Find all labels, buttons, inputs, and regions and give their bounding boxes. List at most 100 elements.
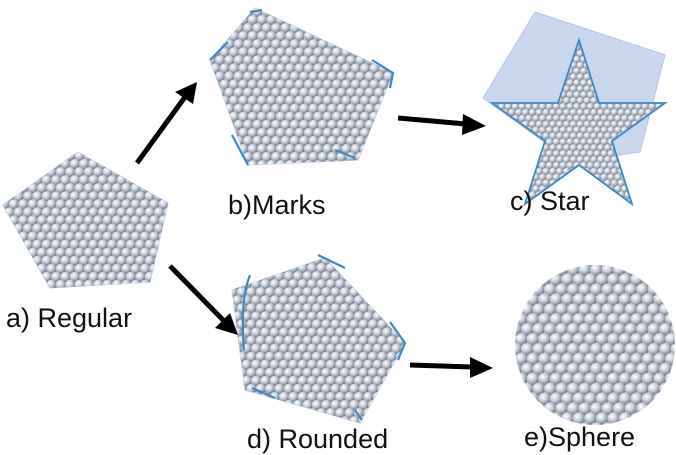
atom [144,223,155,234]
atom [313,63,324,74]
atom [647,362,661,376]
atom [261,23,272,34]
atom [354,247,364,257]
atom [27,215,38,226]
atom [260,408,271,419]
atom [130,247,141,258]
atom [556,120,564,129]
atom [153,207,165,218]
atom [163,271,168,283]
atom [210,87,216,98]
atom [576,97,585,105]
atom [504,173,513,182]
atom [526,273,540,287]
atom [569,132,578,140]
atom [580,79,588,87]
atom [391,408,402,419]
atom [561,333,574,346]
atom [573,67,581,76]
atom [139,199,151,210]
atom [601,265,615,277]
atom [297,375,309,387]
atom [18,279,29,288]
atom [335,359,346,370]
atom [65,199,76,210]
atom [569,85,578,93]
atom [274,351,285,362]
atom [321,271,332,282]
atom [532,114,540,123]
atom [350,127,361,139]
atom [501,167,509,176]
atom [79,175,90,186]
atom [528,155,537,164]
atom [392,151,393,163]
atom [542,132,550,140]
atom [641,293,655,307]
atom [257,127,268,139]
atom [3,183,10,194]
atom [392,39,393,50]
atom [330,271,341,282]
atom [247,79,258,90]
atom [316,295,327,306]
atom [261,135,272,147]
atom [210,8,216,18]
atom [93,152,104,162]
atom [271,103,282,115]
atom [613,323,626,336]
atom [88,191,99,202]
atom [492,191,496,199]
atom [624,120,632,129]
atom [543,362,557,376]
atom [18,167,29,178]
atom [590,283,603,297]
atom [567,402,580,416]
atom [252,23,263,34]
atom [549,293,563,307]
atom [336,87,347,98]
atom [336,23,347,34]
atom [543,283,557,297]
atom [400,311,405,322]
atom [647,323,661,336]
atom [388,127,393,139]
atom [648,138,656,146]
atom [210,135,216,147]
atom [8,199,20,210]
atom [293,319,304,330]
atom [549,155,557,164]
atom [651,120,660,129]
atom [260,375,271,387]
atom [593,150,602,158]
atom [331,31,343,42]
atom [210,111,221,123]
atom [321,287,332,298]
atom [302,367,313,379]
atom [233,87,244,98]
atom [13,152,24,154]
atom [210,8,212,10]
atom [3,279,10,288]
atom [392,71,393,82]
atom [269,262,280,274]
atom [542,155,550,164]
atom [381,391,393,403]
atom [289,135,301,147]
atom [228,79,240,90]
atom [369,95,380,106]
atom [378,160,389,165]
atom [317,39,329,50]
atom [364,87,375,98]
atom [515,265,528,267]
atom [498,32,506,40]
atom [350,111,361,123]
atom [264,383,276,395]
atom [492,197,499,204]
atom [325,359,337,370]
atom [228,111,240,123]
atom [526,313,540,326]
atom [353,295,365,306]
atom [69,207,81,218]
atom [107,239,118,250]
